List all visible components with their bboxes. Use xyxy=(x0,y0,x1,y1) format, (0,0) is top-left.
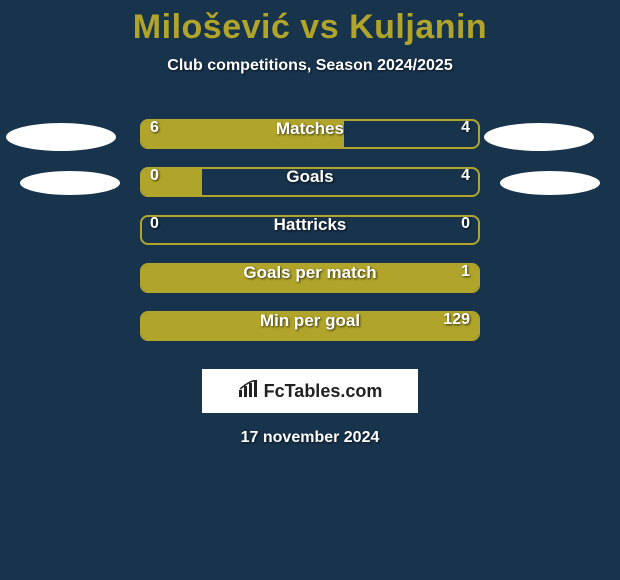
player-right-ellipse xyxy=(484,123,594,151)
player-left-ellipse xyxy=(6,123,116,151)
stat-row: 64Matches xyxy=(0,115,620,163)
stat-right-value: 1 xyxy=(451,259,480,289)
stat-bar xyxy=(140,167,480,197)
logo-text: FcTables.com xyxy=(264,381,383,402)
player-left-ellipse xyxy=(20,171,120,195)
stat-row: 1Goals per match xyxy=(0,259,620,307)
page-title: Milošević vs Kuljanin xyxy=(0,0,620,47)
subtitle: Club competitions, Season 2024/2025 xyxy=(0,57,620,75)
stat-bar xyxy=(140,215,480,245)
stat-left-value: 0 xyxy=(140,163,169,193)
stats-container: 64Matches04Goals00Hattricks1Goals per ma… xyxy=(0,115,620,355)
stat-bar xyxy=(140,263,480,293)
stat-right-value: 4 xyxy=(451,115,480,145)
logo: FcTables.com xyxy=(238,380,383,403)
stat-right-value: 4 xyxy=(451,163,480,193)
stat-bar-right-fill xyxy=(142,313,478,339)
stat-left-value xyxy=(140,259,160,289)
logo-box: FcTables.com xyxy=(202,369,418,413)
stat-row: 129Min per goal xyxy=(0,307,620,355)
stat-bar-right-fill xyxy=(142,265,478,291)
player-right-ellipse xyxy=(500,171,600,195)
stat-left-value: 0 xyxy=(140,211,169,241)
barchart-icon xyxy=(238,380,260,403)
stat-left-value: 6 xyxy=(140,115,169,145)
stat-right-value: 129 xyxy=(433,307,480,337)
stat-right-value: 0 xyxy=(451,211,480,241)
stat-bar-left-fill xyxy=(142,121,344,147)
stat-bar xyxy=(140,119,480,149)
stat-bar xyxy=(140,311,480,341)
stat-left-value xyxy=(140,307,160,337)
stat-row: 04Goals xyxy=(0,163,620,211)
stat-row: 00Hattricks xyxy=(0,211,620,259)
date-label: 17 november 2024 xyxy=(0,429,620,447)
